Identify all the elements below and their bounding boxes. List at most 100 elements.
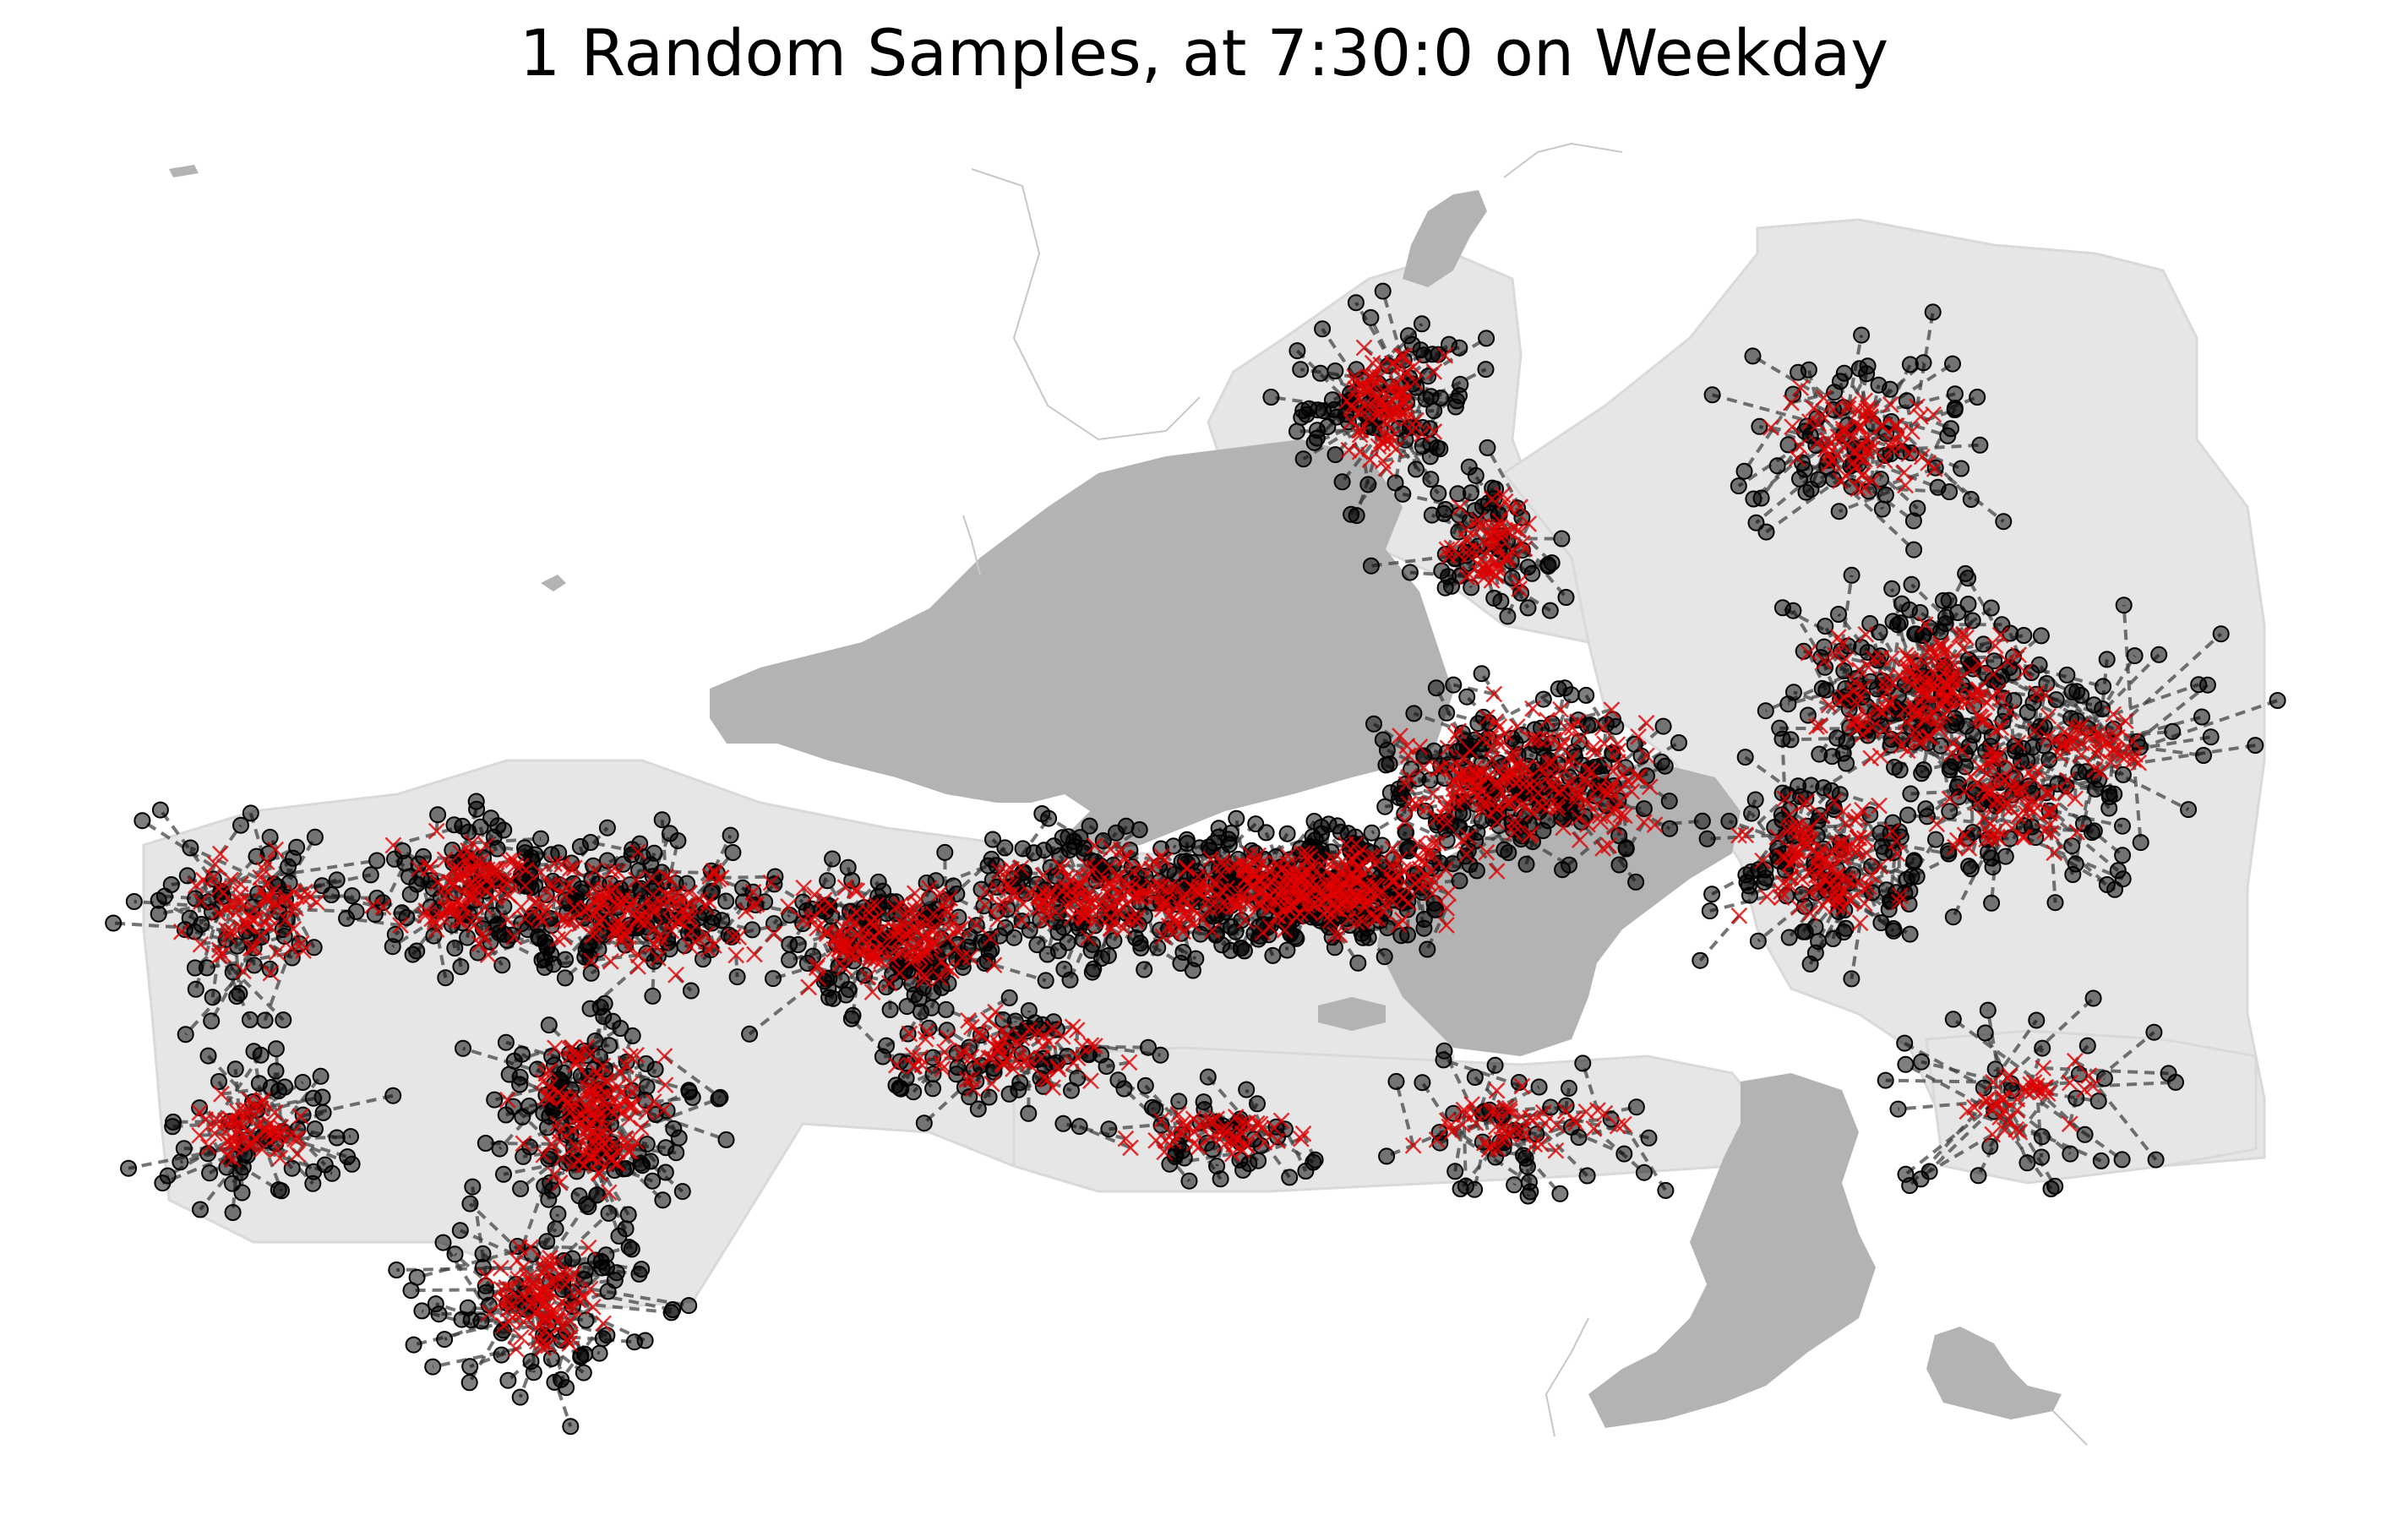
trip-connector [882, 1049, 945, 1059]
stop-marker [891, 1079, 908, 1097]
stop-marker [1773, 784, 1791, 802]
stop-marker [1081, 817, 1098, 835]
stop-marker [781, 951, 798, 968]
stop-marker [646, 1060, 664, 1078]
stop-marker [120, 1159, 138, 1177]
stop-marker [1962, 491, 1980, 508]
stop-marker [1374, 731, 1392, 749]
stop-marker [906, 986, 923, 1004]
trip-connector [809, 858, 834, 920]
stop-marker [1828, 729, 1846, 747]
stop-marker [1458, 688, 1476, 706]
stop-marker [1140, 1038, 1157, 1056]
trip-connector [1123, 1087, 1174, 1136]
stop-marker [2076, 1125, 2094, 1143]
stop-marker [1757, 702, 1774, 720]
trip-connector [847, 947, 914, 991]
stop-marker [1822, 782, 1840, 799]
trip-connector [2063, 730, 2125, 777]
trip-connector [1737, 444, 1801, 488]
stop-marker [1327, 362, 1344, 379]
stop-marker [1959, 569, 1977, 587]
stop-marker [1880, 901, 1898, 918]
trip-connector [1788, 873, 1840, 939]
trip-connector [1381, 291, 1403, 357]
trip-connector [531, 1212, 610, 1287]
stop-marker [1071, 1118, 1088, 1136]
trip-connector [548, 1085, 619, 1118]
stop-marker [436, 1331, 454, 1349]
stop-marker [1506, 1176, 1523, 1194]
stop-marker [1944, 908, 1962, 926]
trip-connector [1622, 815, 1628, 849]
trip-connector [1791, 803, 1806, 837]
stop-marker [638, 1078, 656, 1096]
stop-marker [342, 1128, 359, 1146]
stop-marker [275, 1011, 292, 1029]
stop-marker [1523, 564, 1541, 582]
trip-connector [1448, 1125, 1497, 1159]
stop-marker [711, 1088, 729, 1106]
trip-connector [1445, 492, 1473, 551]
stop-marker [1499, 608, 1517, 625]
trip-connector [1382, 447, 1441, 463]
stop-marker [313, 1088, 331, 1106]
stop-marker [1561, 856, 1578, 874]
stop-marker [362, 866, 379, 884]
stop-marker [765, 970, 782, 988]
trip-connector [1442, 1058, 1523, 1088]
stop-marker [1195, 1093, 1212, 1111]
stop-marker [283, 1159, 301, 1177]
trip-connector [1966, 577, 2002, 636]
stop-marker [1752, 489, 1770, 507]
stop-marker [164, 1118, 182, 1136]
stop-marker [1238, 1081, 1256, 1098]
trip-connector [1986, 778, 1999, 853]
stop-marker [1020, 1104, 1038, 1122]
stop-marker [1574, 1055, 1592, 1072]
stop-marker [1441, 335, 1457, 353]
stop-marker [915, 1114, 933, 1132]
stop-marker [231, 984, 248, 1002]
trip-connector [748, 985, 810, 1036]
trip-connector [198, 1111, 229, 1169]
stop-marker [1590, 758, 1608, 776]
stop-marker [460, 1374, 478, 1392]
trip-connector [1866, 657, 1894, 736]
stop-marker [232, 1163, 249, 1181]
stop-marker [1115, 1080, 1133, 1098]
trip-connector [1555, 1123, 1626, 1156]
stop-marker [495, 1165, 512, 1183]
stop-marker [1381, 755, 1398, 773]
stop-marker [511, 1388, 529, 1406]
stop-marker [525, 1364, 542, 1381]
stop-marker [1657, 1181, 1675, 1199]
stop-marker [1720, 812, 1738, 830]
stop-marker [491, 1140, 509, 1158]
stop-marker [2132, 834, 2149, 852]
stop-marker [1435, 1051, 1452, 1069]
stop-marker [1281, 1169, 1299, 1186]
trip-connector [564, 934, 617, 979]
stop-marker [1131, 935, 1149, 952]
trip-connector [391, 907, 452, 948]
stop-marker [2269, 692, 2286, 709]
lake-waubesa [1588, 1073, 1876, 1428]
stop-marker [480, 1296, 498, 1314]
stop-marker [1964, 656, 1981, 673]
stop-marker [1882, 380, 1899, 398]
trip-connector [1920, 415, 1952, 431]
stop-marker [1199, 1068, 1217, 1086]
stop-marker [1492, 592, 1510, 610]
stop-marker [1473, 665, 1490, 683]
stop-marker [1635, 800, 1653, 818]
trip-connector [2034, 1087, 2086, 1136]
trip-connector [1622, 741, 1680, 777]
stop-marker [2033, 1148, 2051, 1166]
stop-marker [1477, 361, 1495, 379]
stop-marker [187, 890, 204, 907]
stop-marker [634, 1157, 651, 1174]
trip-connector [1384, 343, 1451, 395]
stop-marker [1817, 618, 1834, 635]
